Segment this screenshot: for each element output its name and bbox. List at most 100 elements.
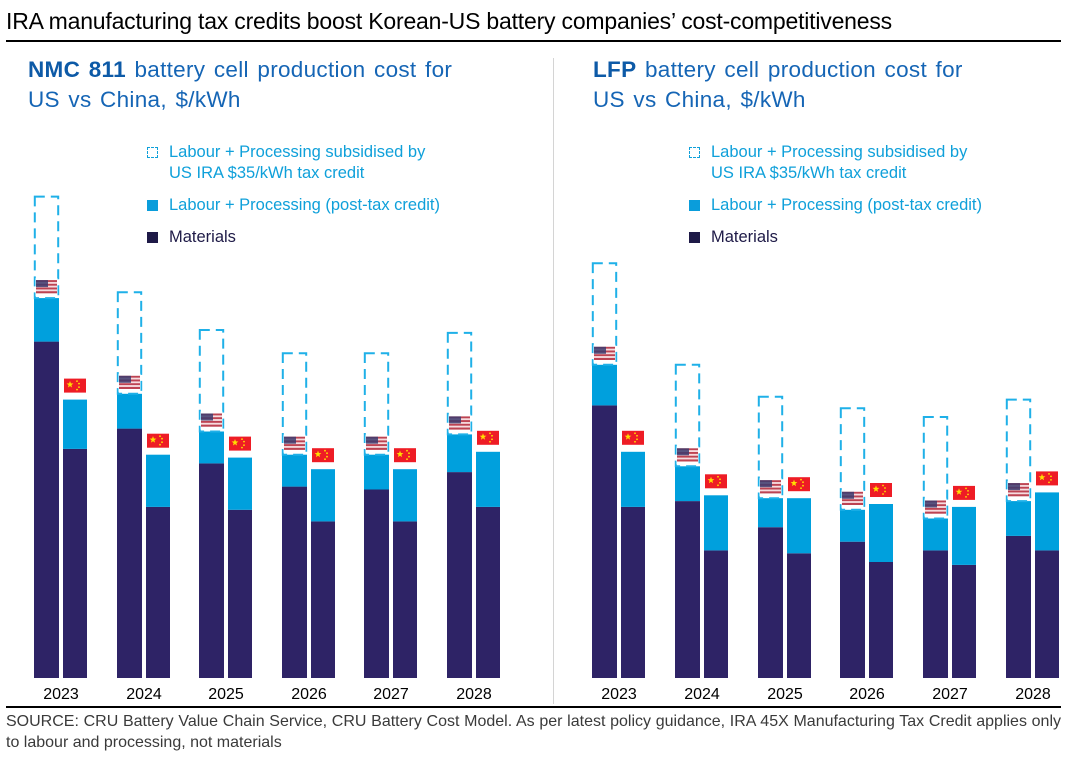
us-materials-bar [1006,535,1031,678]
us-flag-stripe [1008,490,1029,493]
china-flag-star [491,434,493,437]
china-flag-star [800,478,802,481]
china-flag-star [326,455,328,458]
us-flag-stripe [760,487,781,490]
china-flag-star [967,490,969,492]
us-flag-stripe [449,423,470,426]
legend-item-subsidised: Labour + Processing subsidised by US IRA… [147,142,440,184]
china-flag-star [634,432,636,435]
panel-title-bold: NMC 811 [28,57,126,82]
china-flag-icon [788,477,810,492]
square-icon [147,200,158,211]
us-flag-stripe [677,459,698,462]
us-flag-stripe [366,444,387,447]
china-flag-star [719,481,721,484]
us-subsidy-outline [839,407,866,511]
china-flag-star [408,455,410,458]
china-labour-processing-bar [311,469,335,522]
us-flag-stripe [119,383,140,386]
legend-lfp: Labour + Processing subsidised by US IRA… [689,142,982,248]
china-labour-processing-bar [228,457,252,510]
us-flag-stripe [119,386,140,389]
us-labour-processing-bar [447,434,472,473]
legend-label: Labour + Processing (post-tax credit) [169,196,441,214]
china-labour-processing-bar [476,451,500,507]
us-flag-stripe [36,287,57,290]
china-labour-processing-bar [1035,492,1059,551]
us-flag-stripe [677,457,698,460]
us-subsidy-outline [674,363,701,468]
china-labour-processing-bar [704,495,728,551]
china-flag-star [967,493,969,496]
china-flag-icon [477,430,499,445]
legend-nmc: Labour + Processing subsidised by US IRA… [147,142,440,248]
panel-divider [553,58,554,704]
dashed-square-icon [689,147,700,158]
china-flag-star [965,496,967,498]
us-flag-stripe [925,511,946,514]
us-flag-stripe [594,357,615,360]
us-subsidy-outline [446,331,473,436]
us-flag-stripe [594,354,615,357]
us-flag-stripe [594,356,615,359]
us-subsidy-outline [198,329,225,433]
us-labour-processing-bar [840,509,865,542]
us-flag-stripe [1008,494,1029,497]
us-subsidy-outline [363,352,390,456]
us-labour-processing-bar [117,393,142,429]
x-tick-label: 2026 [849,686,885,703]
china-flag-star [66,381,74,388]
us-materials-bar [364,489,389,678]
us-labour-processing-bar [923,518,948,551]
title-rule [6,40,1061,42]
china-flag-star [634,440,636,443]
china-materials-bar [787,553,811,678]
china-materials-bar [393,521,417,678]
china-labour-processing-bar [393,469,417,522]
china-flag-star [396,450,404,458]
legend-item-post-credit: Labour + Processing (post-tax credit) [689,195,982,216]
us-flag-canton [594,346,606,354]
china-flag-star [161,437,163,440]
us-flag-canton [119,375,131,383]
x-tick-label: 2023 [601,686,637,703]
us-flag-stripe [284,445,305,449]
x-tick-label: 2028 [456,686,492,703]
china-flag-star [719,478,721,481]
china-flag-star [161,441,163,444]
china-flag-icon [312,448,334,463]
china-flag-star [636,438,638,441]
china-labour-processing-bar [952,506,976,565]
china-flag-icon [394,448,416,463]
china-labour-processing-bar [63,399,87,449]
china-flag-star [965,487,967,490]
china-materials-bar [146,506,170,678]
us-flag-stripe [366,447,387,450]
china-flag-star [802,481,804,484]
china-flag-star [408,452,410,455]
china-labour-processing-bar [787,498,811,554]
legend-label: US IRA $35/kWh tax credit [169,164,365,182]
china-flag-star [314,450,322,458]
us-materials-bar [923,550,948,678]
us-flag-stripe [119,385,140,388]
us-flag-stripe [1008,492,1029,495]
square-icon [689,232,700,243]
china-flag-star [1048,481,1050,484]
china-flag-star [800,487,802,490]
us-flag-canton [201,413,213,421]
us-labour-processing-bar [282,454,307,487]
dashed-square-icon [147,147,158,158]
china-labour-processing-bar [869,504,893,562]
x-tick-label: 2024 [684,686,720,703]
us-flag-stripe [449,427,470,430]
china-flag-star [491,438,493,441]
china-flag-star [149,436,157,443]
x-tick-label: 2025 [767,686,803,703]
x-tick-label: 2024 [126,686,162,703]
us-flag-stripe [925,507,946,510]
us-labour-processing-bar [1006,501,1031,536]
china-flag-icon [147,433,169,448]
china-materials-bar [704,550,728,678]
us-labour-processing-bar [34,298,59,342]
